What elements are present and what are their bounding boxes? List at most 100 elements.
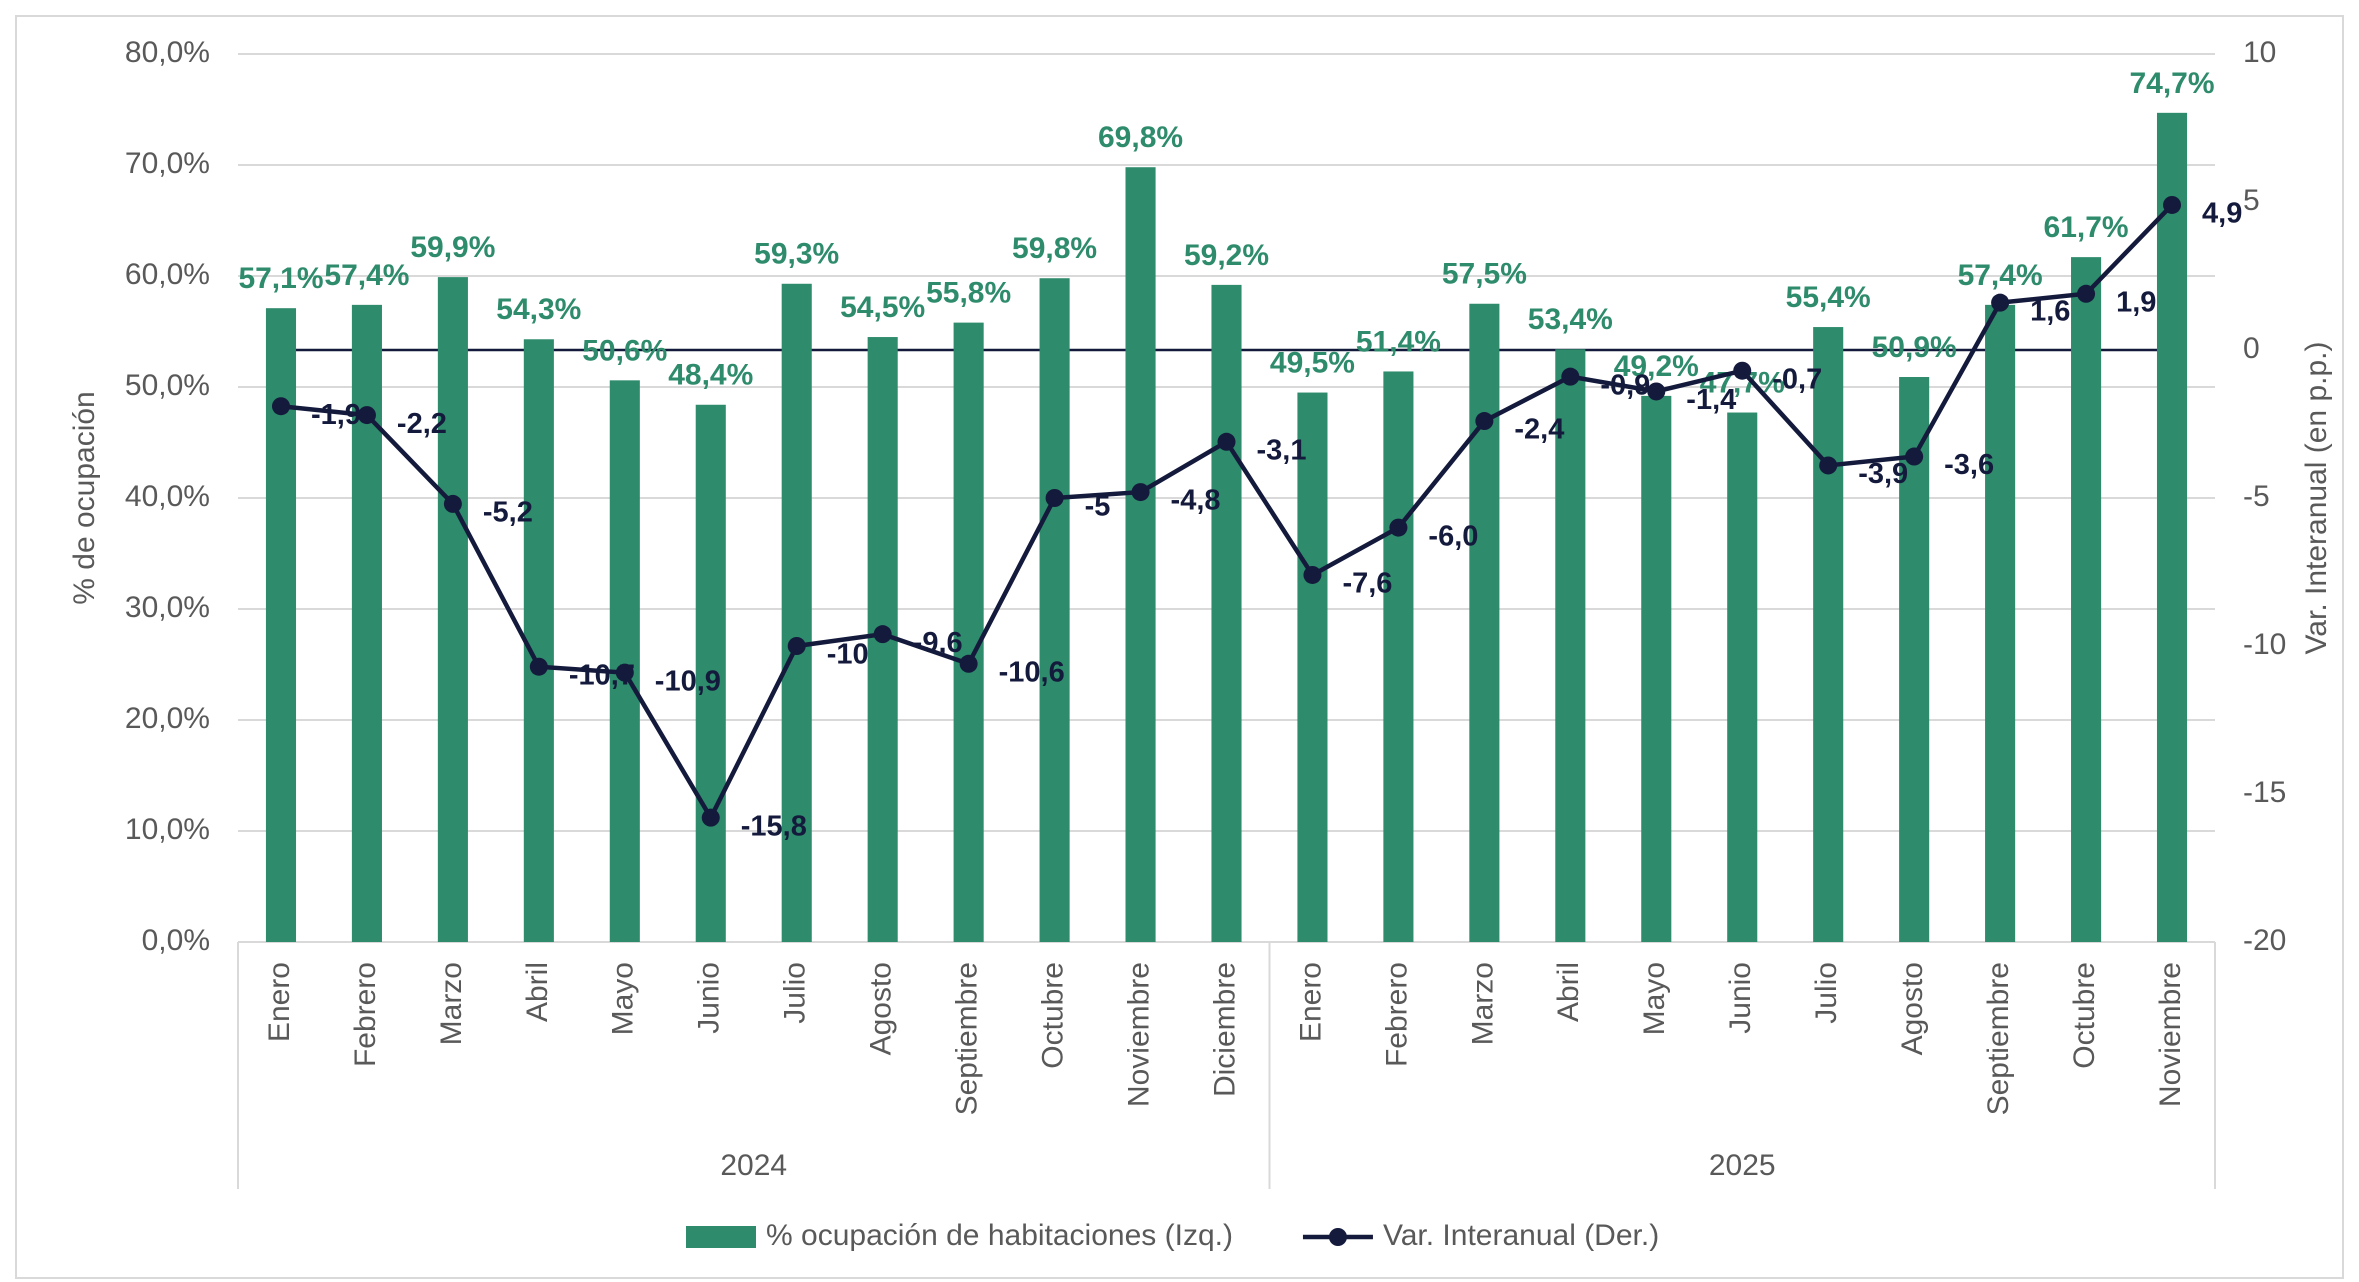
line-point (701, 808, 720, 827)
line-point (443, 494, 462, 513)
bar-value-label: 59,2% (1184, 239, 1269, 272)
line-point (873, 625, 892, 644)
y2-tick-label: -20 (2243, 924, 2286, 957)
x-tick-label: Abril (521, 962, 554, 1022)
x-tick-label: Julio (1810, 962, 1843, 1024)
bar-value-label: 61,7% (2044, 211, 2129, 244)
x-tick-label: Mayo (607, 962, 640, 1035)
bar-value-label: 57,1% (238, 262, 323, 295)
legend-label: Var. Interanual (Der.) (1383, 1219, 1659, 1252)
bar-value-label: 57,5% (1442, 258, 1527, 291)
x-tick-label: Marzo (1466, 962, 1499, 1045)
x-tick-label: Marzo (435, 962, 468, 1045)
y2-axis-label: Var. Interanual (en p.p.) (2300, 342, 2333, 655)
y2-tick-label: -10 (2243, 628, 2286, 661)
line-point (787, 637, 806, 655)
line-value-label: -5,2 (483, 497, 533, 529)
bar-value-label: 49,5% (1270, 346, 1355, 379)
line-value-label: -9,6 (913, 627, 963, 659)
bar-value-label: 53,4% (1528, 303, 1613, 336)
bar (953, 322, 984, 942)
line-point (2163, 195, 2182, 214)
bar-value-label: 57,4% (324, 259, 409, 292)
line-value-label: -4,8 (1171, 485, 1221, 517)
bar-value-label: 50,9% (1872, 331, 1957, 364)
line-point (1561, 367, 1580, 386)
line-point (1991, 293, 2010, 312)
line-value-label: -0,7 (1772, 363, 1822, 395)
line-point (1475, 412, 1494, 431)
bar (1383, 371, 1414, 943)
y-tick-label: 0,0% (142, 924, 210, 957)
bar-value-label: 49,2% (1614, 350, 1699, 383)
bar-value-label: 54,5% (840, 291, 925, 324)
bar (2156, 112, 2188, 942)
line-value-label: -6,0 (1428, 520, 1478, 552)
x-tick-label: Abril (1552, 962, 1585, 1022)
legend-swatch (1328, 1228, 1347, 1246)
y2-tick-label: -15 (2243, 776, 2286, 809)
x-tick-label: Noviembre (2154, 962, 2187, 1107)
y2-tick-label: 0 (2243, 332, 2260, 365)
bar (1297, 392, 1328, 942)
line-point (1647, 382, 1666, 401)
x-tick-label: Junio (1724, 962, 1757, 1034)
y-axis-label: % de ocupación (68, 391, 101, 605)
line-point (1045, 489, 1064, 507)
bar (1641, 395, 1672, 942)
x-tick-label: Febrero (349, 962, 382, 1067)
y-tick-label: 10,0% (125, 813, 210, 846)
bar (1469, 303, 1500, 942)
bar-value-label: 69,8% (1098, 121, 1183, 154)
line-value-label: -3,6 (1944, 449, 1994, 481)
line-point (529, 657, 548, 676)
line-value-label: -10,9 (655, 665, 721, 697)
bar (609, 380, 640, 943)
bar-value-label: 57,4% (1958, 259, 2043, 292)
legend-label: % ocupación de habitaciones (Izq.) (766, 1219, 1233, 1252)
bar (1727, 412, 1758, 942)
x-tick-label: Agosto (1896, 962, 1929, 1055)
x-tick-label: Octubre (2068, 962, 2101, 1069)
bar (1039, 278, 1070, 943)
line-value-label: -7,6 (1342, 568, 1392, 600)
x-tick-label: Enero (263, 962, 296, 1042)
bar-value-label: 50,6% (582, 334, 667, 367)
x-tick-label: Octubre (1037, 962, 1070, 1069)
bar-value-label: 59,9% (410, 231, 495, 264)
bar (781, 283, 812, 942)
line-point (357, 406, 376, 425)
bar-value-label: 59,8% (1012, 232, 1097, 265)
bar-value-label: 59,3% (754, 238, 839, 271)
x-tick-label: Mayo (1638, 962, 1671, 1035)
line-value-label: -3,9 (1858, 458, 1908, 490)
group-label: 2024 (720, 1149, 787, 1182)
y-tick-label: 20,0% (125, 702, 210, 735)
bar (523, 339, 554, 942)
line-value-label: -2,2 (397, 408, 447, 440)
line-point (1733, 361, 1752, 380)
x-tick-label: Diciembre (1208, 962, 1241, 1097)
x-tick-label: Agosto (865, 962, 898, 1055)
bar-value-label: 55,4% (1786, 281, 1871, 314)
bar-value-label: 74,7% (2129, 67, 2214, 100)
x-tick-label: Julio (779, 962, 812, 1024)
line-point (2077, 284, 2096, 303)
line-value-label: -10 (827, 639, 869, 671)
y2-tick-label: 5 (2243, 184, 2260, 217)
bar (437, 277, 468, 942)
x-tick-label: Febrero (1380, 962, 1413, 1067)
line-value-label: 1,9 (2116, 286, 2156, 318)
line-point (615, 663, 634, 682)
bar-value-label: 51,4% (1356, 325, 1441, 358)
bar-value-label: 48,4% (668, 359, 753, 392)
x-tick-label: Septiembre (1982, 962, 2015, 1115)
line-point (1389, 518, 1408, 537)
x-tick-label: Noviembre (1122, 962, 1155, 1107)
line-point (1303, 565, 1322, 584)
line-value-label: 4,9 (2202, 198, 2242, 230)
line-point (1819, 456, 1838, 475)
y-tick-label: 70,0% (125, 147, 210, 180)
line-value-label: -0,9 (1600, 369, 1650, 401)
